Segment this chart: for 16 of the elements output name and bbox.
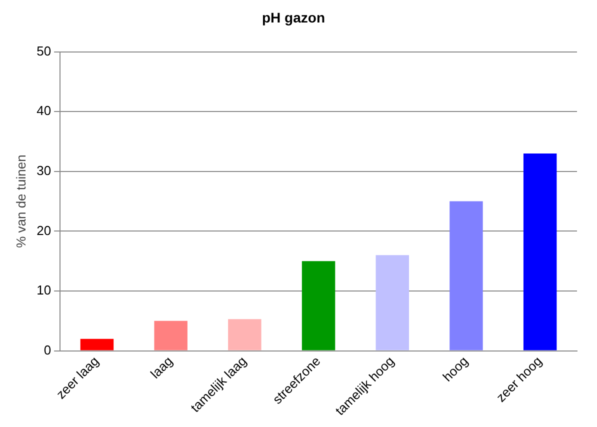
y-tick-label: 20 [36, 222, 52, 238]
y-tick-label: 30 [36, 162, 52, 178]
bar [376, 255, 409, 350]
x-tick-label: laag [148, 353, 176, 382]
bar [302, 261, 336, 350]
y-axis-title: % van de tuinen [13, 154, 28, 248]
bar [80, 338, 114, 350]
bar [154, 320, 188, 350]
bar [523, 153, 557, 350]
y-tick-label: 50 [36, 43, 52, 58]
chart-title: pH gazon [262, 9, 325, 26]
y-tick-label: 10 [36, 282, 52, 298]
y-tick-label: 40 [36, 103, 52, 118]
bar [228, 319, 262, 350]
y-tick-label: 0 [44, 342, 52, 358]
bar [450, 201, 483, 350]
